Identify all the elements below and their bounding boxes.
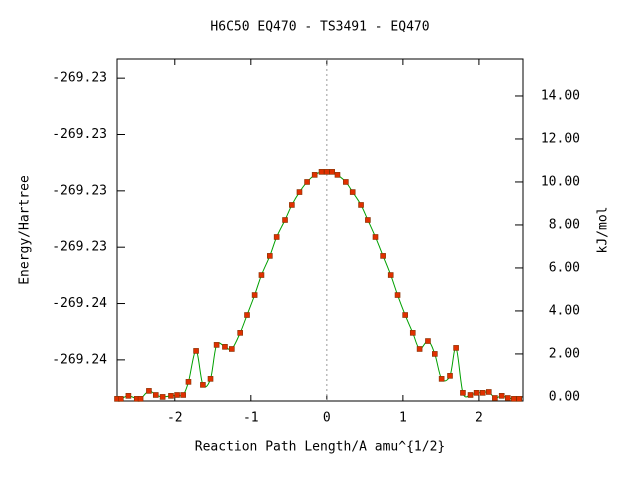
chart-title: H6C50 EQ470 - TS3491 - EQ470	[210, 20, 429, 35]
point	[425, 338, 431, 344]
y2-tick-label: 2.00	[549, 346, 580, 361]
point	[229, 346, 235, 352]
point	[311, 172, 318, 178]
point	[251, 292, 258, 298]
point	[267, 253, 273, 259]
point	[492, 395, 498, 401]
point	[453, 345, 459, 351]
y2-tick-label: 10.00	[541, 174, 580, 189]
y2-tick-label: 12.00	[541, 131, 580, 146]
y2-tick-label: 4.00	[549, 303, 580, 318]
y-tick-label: -269.23	[52, 183, 107, 198]
x-tick-label: -2	[167, 411, 183, 426]
point	[125, 393, 132, 399]
point	[207, 376, 214, 382]
y-axis-label: Energy/Hartree	[18, 175, 33, 285]
point	[402, 312, 408, 318]
y2-axis-label: kJ/mol	[596, 207, 611, 254]
x-tick-label: 0	[323, 411, 331, 426]
point	[516, 396, 522, 402]
point	[409, 330, 416, 336]
point	[365, 217, 371, 223]
point	[318, 169, 325, 175]
point	[387, 272, 394, 278]
point	[438, 376, 445, 382]
x-tick-label: 2	[475, 411, 483, 426]
point	[460, 390, 466, 396]
point	[394, 292, 401, 298]
point	[511, 396, 517, 402]
point	[200, 382, 206, 388]
point	[137, 396, 144, 402]
point	[324, 169, 330, 175]
point	[296, 189, 303, 195]
point	[289, 202, 295, 208]
point	[168, 393, 174, 399]
point	[358, 202, 364, 208]
point	[193, 348, 199, 354]
point	[447, 373, 453, 379]
y2-tick-label: 14.00	[541, 88, 580, 103]
y2-tick-label: 8.00	[549, 217, 580, 232]
y-tick-label: -269.23	[52, 127, 107, 142]
y-tick-label: -269.24	[52, 352, 107, 367]
point	[244, 312, 250, 318]
point	[258, 272, 265, 278]
plot-frame	[116, 58, 524, 402]
point	[380, 253, 386, 259]
point	[180, 392, 186, 398]
point	[485, 389, 492, 395]
x-tick-label: 1	[399, 411, 407, 426]
point	[237, 330, 243, 336]
point	[159, 394, 166, 400]
point	[174, 392, 180, 398]
y-tick-label: -269.24	[52, 296, 107, 311]
point	[473, 390, 480, 396]
point	[222, 344, 228, 350]
point	[213, 342, 220, 348]
y2-tick-label: 6.00	[549, 260, 580, 275]
x-tick-label: -1	[243, 411, 259, 426]
point	[304, 179, 310, 185]
point	[343, 179, 349, 185]
y-tick-label: -269.23	[52, 71, 107, 86]
point	[416, 346, 423, 352]
point	[273, 234, 280, 240]
point	[498, 393, 505, 399]
point	[152, 392, 159, 398]
point	[349, 189, 356, 195]
point	[432, 351, 438, 357]
y-tick-label: -269.23	[52, 240, 107, 255]
point	[185, 379, 192, 385]
point	[118, 396, 124, 402]
point	[372, 234, 379, 240]
y2-tick-label: 0.00	[549, 389, 580, 404]
point	[504, 395, 511, 401]
point	[146, 388, 152, 394]
point	[467, 392, 474, 398]
point	[329, 169, 335, 175]
x-axis-label: Reaction Path Length/A amu^{1/2}	[195, 440, 445, 455]
point	[282, 217, 288, 223]
point	[334, 172, 341, 178]
point	[479, 390, 486, 396]
